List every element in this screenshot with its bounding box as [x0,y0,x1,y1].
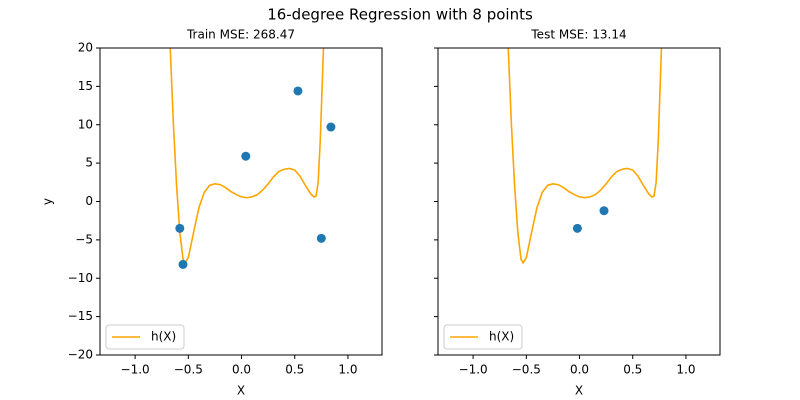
x-tick-label: 0.5 [285,363,304,377]
plot-area [169,48,336,269]
x-tick-label: 0.0 [570,363,589,377]
y-tick-label: −15 [68,309,93,323]
x-tick-label: 0.0 [232,363,251,377]
data-point [293,86,303,96]
data-point [572,223,582,233]
y-tick-label: −5 [75,232,93,246]
x-axis-label: X [575,384,583,398]
axes-title: Test MSE: 13.14 [530,28,626,42]
data-point [599,206,609,216]
x-tick-label: 1.0 [676,363,695,377]
legend-label: h(X) [151,330,176,344]
x-tick-label: −0.5 [512,363,541,377]
curve [169,48,325,265]
legend-box [105,324,185,350]
legend-box [443,324,523,350]
x-tick-label: −1.0 [121,363,150,377]
x-tick-label: 0.5 [623,363,642,377]
y-tick-label: −10 [68,271,93,285]
x-tick-label: 1.0 [338,363,357,377]
axes-title: Train MSE: 268.47 [186,28,295,42]
y-tick-label: 15 [78,79,93,93]
y-axis-label: y [41,198,55,205]
legend-label: h(X) [489,330,514,344]
y-tick-label: 5 [85,156,93,170]
data-point [326,122,336,132]
data-point [178,259,188,269]
x-tick-label: −0.5 [174,363,203,377]
figure-title: 16-degree Regression with 8 points [267,6,533,24]
axes-frame [437,47,721,356]
y-tick-label: −20 [68,348,93,362]
data-point [175,223,185,233]
axes-frame [99,47,383,356]
plot-area [507,48,663,265]
x-tick-label: −1.0 [459,363,488,377]
curve [507,48,663,265]
x-axis-label: X [237,384,245,398]
data-point [316,233,326,243]
y-tick-label: 20 [78,41,93,55]
y-tick-label: 0 [85,194,93,208]
y-tick-label: 10 [78,117,93,131]
data-point [241,151,251,161]
